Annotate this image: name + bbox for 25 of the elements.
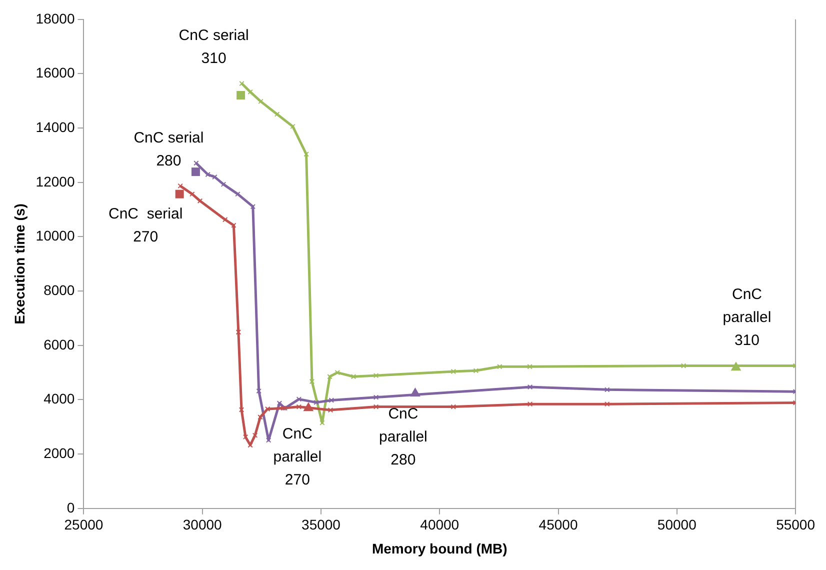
- y-tick-label: 10000: [36, 228, 75, 244]
- y-tick-label: 18000: [36, 10, 75, 26]
- y-tick-label: 8000: [44, 282, 75, 298]
- y-tick-label: 6000: [44, 336, 75, 352]
- x-tick-label: 55000: [776, 516, 816, 533]
- y-axis-title: Execution time (s): [11, 204, 28, 324]
- annotation: CnC serial 280: [134, 129, 204, 170]
- y-tick-label: 0: [66, 499, 75, 516]
- y-tick-label: 2000: [44, 444, 75, 461]
- x-tick-label: 45000: [538, 516, 578, 533]
- annotation: CnC parallel 270: [273, 425, 322, 488]
- annotation: CnC parallel 310: [722, 286, 772, 349]
- y-tick-label: 14000: [36, 118, 75, 135]
- x-tick-label: 40000: [420, 516, 460, 533]
- y-tick-label: 16000: [36, 64, 75, 81]
- x-tick-label: 30000: [182, 516, 222, 533]
- x-tick-label: 25000: [64, 516, 104, 533]
- annotation: CnC serial 270: [108, 206, 183, 246]
- annotation: CnC serial 310: [178, 26, 249, 67]
- x-tick-label: 35000: [302, 516, 341, 533]
- y-tick-label: 12000: [36, 173, 75, 190]
- x-tick-label: 50000: [657, 516, 697, 533]
- x-axis-title: Memory bound (MB): [372, 540, 508, 556]
- y-tick-label: 4000: [44, 390, 75, 407]
- annotation: CnC parallel 280: [379, 406, 428, 469]
